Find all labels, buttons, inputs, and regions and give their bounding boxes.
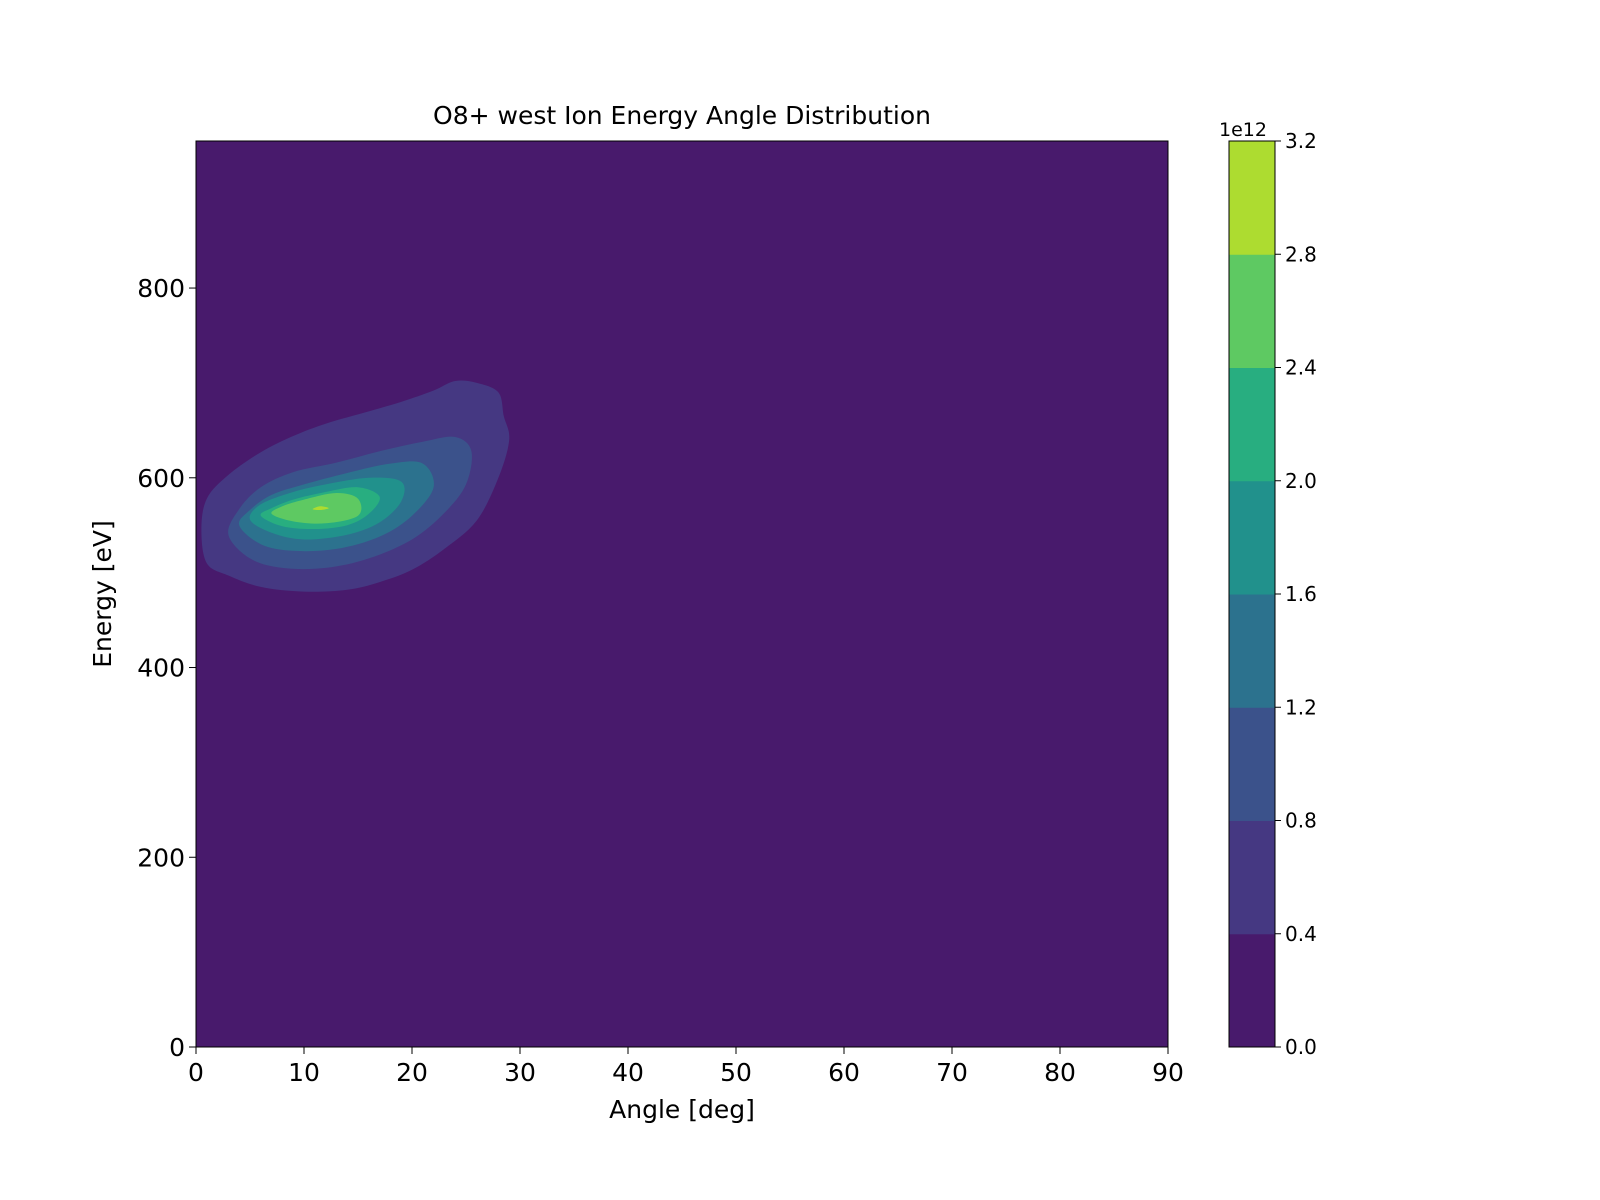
colorbar-band <box>1229 141 1275 255</box>
colorbar-tick-label: 3.2 <box>1285 129 1317 153</box>
colorbar-tick-label: 1.2 <box>1285 695 1317 719</box>
y-tick-label: 400 <box>137 654 185 683</box>
x-tick-label: 60 <box>828 1058 860 1087</box>
y-tick-label: 800 <box>137 274 185 303</box>
colorbar-band <box>1229 933 1275 1048</box>
colorbar-band <box>1229 820 1275 935</box>
colorbar-band <box>1229 254 1275 368</box>
y-axis: 0 200 400 600 800 <box>137 274 196 1062</box>
contour-level-2-8 <box>312 506 329 511</box>
colorbar-tick-label: 1.6 <box>1285 582 1317 606</box>
x-tick-label: 30 <box>504 1058 536 1087</box>
plot-background <box>196 141 1168 1047</box>
colorbar-tick-label: 0.4 <box>1285 922 1317 946</box>
colorbar-tick-label: 0.8 <box>1285 809 1317 833</box>
y-axis-label: Energy [eV] <box>88 520 117 667</box>
colorbar-band <box>1229 594 1275 708</box>
y-tick-label: 0 <box>169 1033 185 1062</box>
colorbar-tick-label: 0.0 <box>1285 1035 1317 1059</box>
x-tick-label: 90 <box>1152 1058 1184 1087</box>
contour-layer <box>201 380 510 592</box>
chart-title: O8+ west Ion Energy Angle Distribution <box>433 101 931 130</box>
colorbar-band <box>1229 707 1275 821</box>
colorbar-offset-text: 1e12 <box>1219 119 1267 141</box>
x-tick-label: 70 <box>936 1058 968 1087</box>
colorbar-tick-label: 2.0 <box>1285 469 1317 493</box>
x-axis-label: Angle [deg] <box>609 1095 755 1124</box>
y-tick-label: 200 <box>137 843 185 872</box>
x-axis: 0 10 20 30 40 50 60 70 80 90 <box>188 1047 1184 1087</box>
colorbar-band <box>1229 480 1275 595</box>
x-tick-label: 40 <box>612 1058 644 1087</box>
colorbar-tick-label: 2.4 <box>1285 356 1317 380</box>
x-tick-label: 50 <box>720 1058 752 1087</box>
colorbar-band <box>1229 367 1275 482</box>
x-tick-label: 10 <box>288 1058 320 1087</box>
x-tick-label: 20 <box>396 1058 428 1087</box>
plot-frame <box>195 140 1169 1048</box>
y-tick-label: 600 <box>137 464 185 493</box>
colorbar-tick-label: 2.8 <box>1285 242 1317 266</box>
colorbar: 0.0 0.4 0.8 1.2 1.6 2.0 2.4 2.8 3.2 <box>1228 129 1317 1059</box>
x-tick-label: 0 <box>188 1058 204 1087</box>
x-tick-label: 80 <box>1044 1058 1076 1087</box>
plot-area <box>195 140 1169 1048</box>
